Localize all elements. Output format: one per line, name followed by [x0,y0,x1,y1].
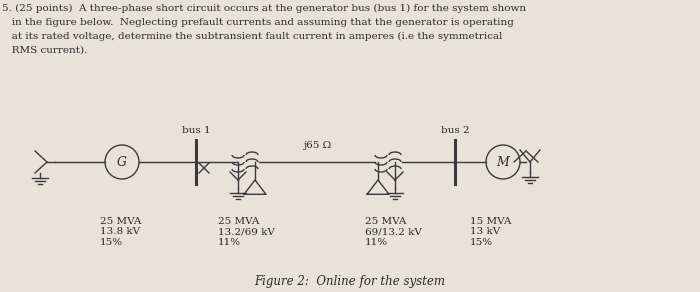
Text: Figure 2:  Online for the system: Figure 2: Online for the system [255,275,445,288]
Text: at its rated voltage, determine the subtransient fault current in amperes (i.e t: at its rated voltage, determine the subt… [2,32,503,41]
Text: RMS current).: RMS current). [2,46,87,55]
Text: j65 Ω: j65 Ω [303,141,331,150]
Text: bus 2: bus 2 [441,126,469,135]
Text: in the figure below.  Neglecting prefault currents and assuming that the generat: in the figure below. Neglecting prefault… [2,18,514,27]
Text: 25 MVA
13.8 kV
15%: 25 MVA 13.8 kV 15% [100,217,141,247]
Text: 15 MVA
13 kV
15%: 15 MVA 13 kV 15% [470,217,512,247]
Text: bus 1: bus 1 [182,126,210,135]
Text: 5. (25 points)  A three-phase short circuit occurs at the generator bus (bus 1) : 5. (25 points) A three-phase short circu… [2,4,526,13]
Text: G: G [117,157,127,169]
Text: 25 MVA
69/13.2 kV
11%: 25 MVA 69/13.2 kV 11% [365,217,422,247]
Text: M: M [496,157,510,169]
Text: 25 MVA
13.2/69 kV
11%: 25 MVA 13.2/69 kV 11% [218,217,275,247]
